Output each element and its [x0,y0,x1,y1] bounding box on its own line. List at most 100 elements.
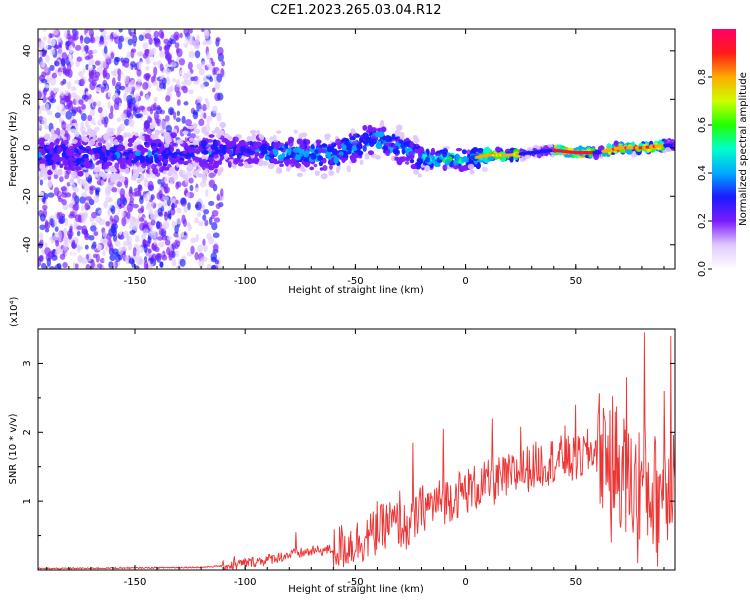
spectrogram-noise-cell [77,244,81,253]
spectrogram-noise-cell [211,61,216,67]
spectrogram-ridge-cell [118,175,126,183]
spectrogram-ridge-cell [65,124,72,128]
spectrogram-noise-cell [38,47,43,57]
spectrogram-noise-cell [47,37,52,45]
spectrogram-noise-cell [76,56,82,62]
spectrogram-noise-cell [76,225,83,230]
spectrogram-ridge-cell [69,167,76,171]
spectrogram-noise-cell [110,52,115,60]
spectrogram-noise-cell [131,142,139,152]
spectrogram-noise-cell [167,210,172,220]
spectrogram-ridge-cell [335,166,340,174]
spectrogram-ridge-cell [331,142,337,148]
spectrogram-noise-cell [135,29,141,35]
spectrogram-ridge-cell [442,164,448,171]
spectrogram-ridge-cell [296,172,303,178]
spectrogram-noise-cell [167,106,175,116]
spectrogram-noise-cell [161,235,168,241]
spectrogram-noise-cell [48,33,53,39]
spectrogram-ridge-cell [57,168,63,176]
spectrogram-noise-cell [108,38,113,47]
spectrogram-ridge-cell [164,132,170,136]
spectrogram-ridge-cell [310,144,315,150]
spectrogram-ridge-cell [175,155,181,160]
spectrogram-ridge-cell [123,151,128,156]
spectrogram-noise-cell [57,197,64,203]
spectrogram-noise-cell [75,30,79,36]
spectrogram-noise-cell [99,29,105,33]
spectrogram-noise-cell [55,87,60,93]
spectrogram-noise-cell [194,187,201,193]
spectrogram-noise-cell [169,39,177,45]
spectrogram-noise-cell [173,31,180,41]
spectrogram-noise-cell [205,39,212,46]
spectrogram-noise-cell [164,211,168,222]
spectrogram-noise-cell [197,244,204,253]
spectrogram-ridge-cell [481,166,488,172]
spectrogram-noise-cell [176,48,183,58]
spectrogram-noise-cell [132,106,137,116]
spectrogram-noise-cell [96,100,102,107]
spectrogram-noise-cell [51,72,58,79]
spectrogram-noise-cell [98,218,105,226]
spectrogram-ridge-cell [201,155,207,160]
spectrogram-noise-cell [155,220,161,230]
spectrogram-noise-cell [63,245,68,252]
spectrogram-noise-cell [79,34,84,44]
spectrogram-ridge-cell [331,148,338,156]
spectrogram-noise-cell [139,61,144,71]
spectrogram-ridge-cell [81,135,87,142]
spectrogram-ridge-cell [228,149,233,155]
spectrogram-noise-cell [145,58,150,65]
spectrogram-noise-cell [154,232,160,238]
spectrogram-noise-cell [56,71,64,77]
spectrogram-noise-cell [158,227,165,237]
spectrogram-noise-cell [175,181,180,190]
spectrogram-noise-cell [103,35,107,41]
spectrogram-ridge-cell [39,141,45,146]
spectrogram-ridge-cell [359,159,364,165]
spectrogram-noise-cell [38,193,42,201]
spectrogram-noise-cell [194,217,199,224]
spectrogram-noise-cell [44,228,50,233]
spectrogram-noise-cell [112,248,119,255]
spectrogram-ridge-cell [341,144,347,151]
spectrogram-noise-cell [179,69,185,76]
spectrogram-noise-cell [41,117,48,126]
spectrogram-noise-cell [142,227,149,236]
spectrogram-noise-cell [50,90,54,98]
spectrogram-noise-cell [39,224,46,231]
spectrogram-ridge-cell [269,136,274,143]
spectrogram-noise-cell [155,106,163,115]
spectrogram-noise-cell [127,38,134,46]
spectrogram-noise-cell [72,51,78,60]
spectrogram-ridge-cell [236,143,241,150]
spectrogram-noise-cell [187,61,193,70]
spectrogram-noise-cell [113,56,119,66]
spectrogram-ridge-cell [114,162,120,170]
spectrogram-noise-cell [81,179,87,187]
spectrogram-noise-cell [62,69,68,75]
spectrogram-ridge-cell [195,135,200,140]
spectrogram-noise-cell [187,202,191,211]
spectrogram-ridge-cell [303,156,310,163]
spectrogram-noise-cell [70,171,77,177]
spectrogram-ridge-cell [405,156,411,162]
spectrogram-ridge-cell [384,144,388,152]
spectrogram-noise-cell [201,60,206,68]
spectrogram-ridge-cell [380,120,385,126]
spectrogram-noise-cell [200,29,205,33]
spectrogram-noise-cell [153,236,157,246]
spectrogram-noise-cell [66,81,72,90]
spectrogram-ridge-cell [327,156,332,160]
spectrogram-noise-cell [142,42,149,49]
spectrogram-ridge-cell [383,142,391,146]
spectrogram-noise-cell [157,178,163,185]
spectrogram-noise-cell [111,223,118,230]
spectrogram-ridge-cell [413,169,420,175]
spectrogram-ridge-cell [324,133,331,141]
spectrogram-noise-cell [87,114,93,122]
spectrogram-ridge-cell [162,158,169,164]
spectrogram-ridge-cell [322,165,328,171]
spectrogram-noise-cell [113,214,120,224]
